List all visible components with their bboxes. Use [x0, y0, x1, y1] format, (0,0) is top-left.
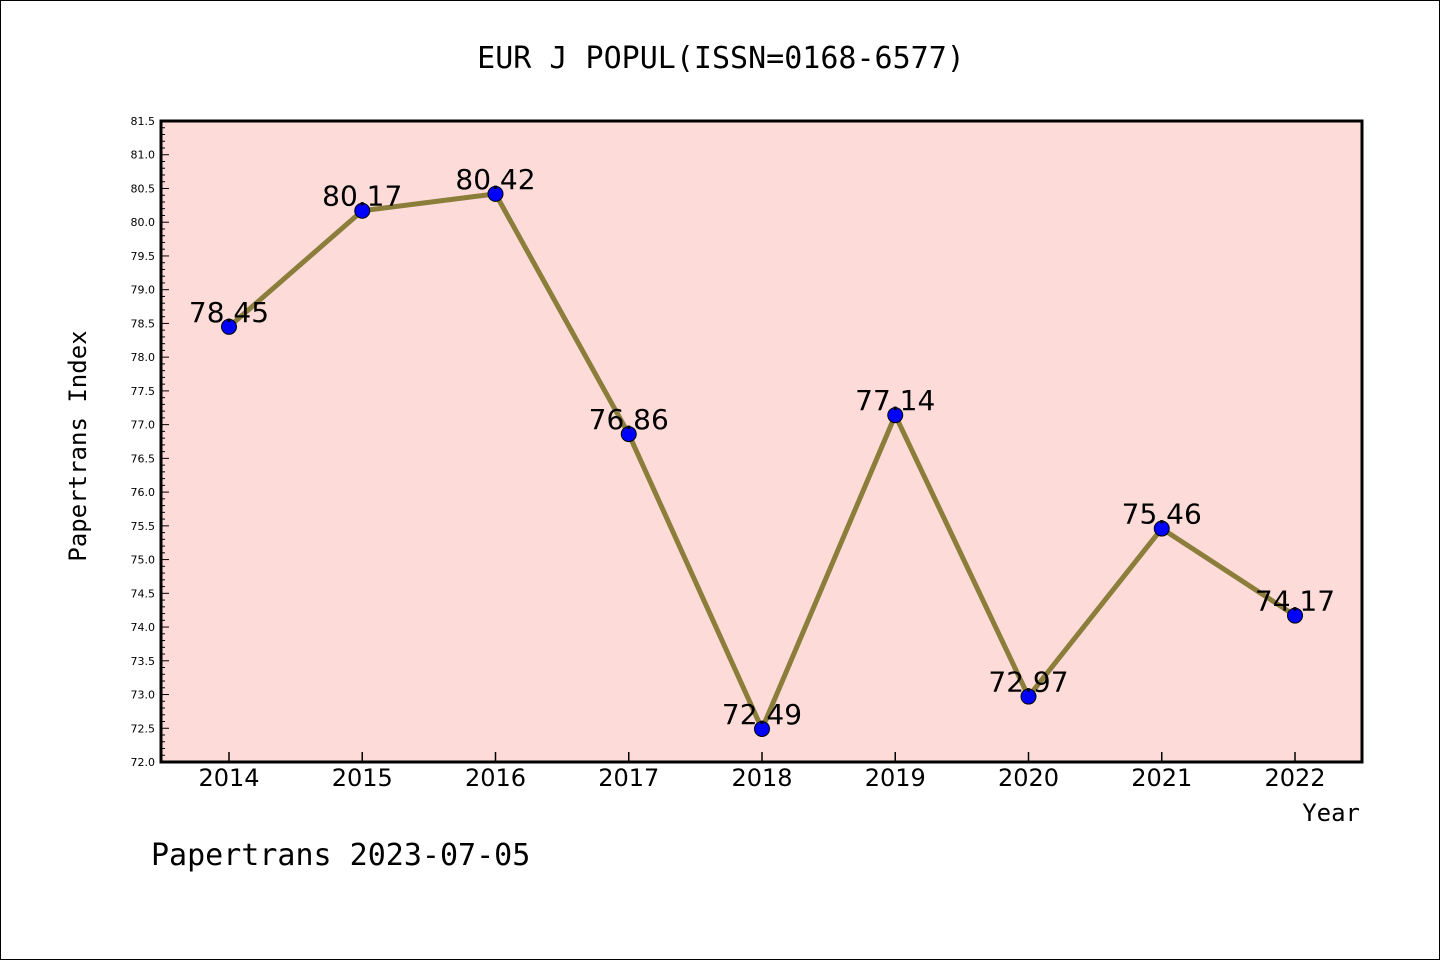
y-tick-label: 76.5 — [131, 452, 156, 465]
y-tick-label: 75.5 — [131, 520, 156, 533]
y-tick-label: 79.0 — [131, 284, 156, 297]
y-tick-label: 76.0 — [131, 486, 156, 499]
data-label: 74.17 — [1255, 585, 1335, 618]
y-tick-label: 74.5 — [131, 587, 156, 600]
data-point — [354, 202, 371, 219]
data-label: 80.42 — [455, 163, 535, 196]
data-label: 72.97 — [988, 666, 1068, 699]
data-label: 75.46 — [1122, 498, 1202, 531]
data-point — [1020, 688, 1037, 705]
data-label: 80.17 — [322, 180, 402, 213]
data-label: 77.14 — [855, 384, 935, 417]
x-tick-label: 2018 — [731, 764, 792, 792]
data-label: 72.49 — [722, 698, 802, 731]
footer-text: Papertrans 2023-07-05 — [151, 838, 530, 873]
y-tick-label: 72.0 — [131, 756, 156, 769]
x-tick-label: 2020 — [998, 764, 1059, 792]
y-axis-ticks: 72.0 72.5 73.0 73.5 74.0 74.5 75.0 75.5 76.0 76.5… — [131, 115, 169, 769]
data-point — [620, 426, 637, 443]
y-tick-label: 78.5 — [131, 317, 156, 330]
data-point — [221, 318, 237, 335]
chart-title: EUR J POPUL(ISSN=0168-6577) — [477, 41, 965, 76]
y-tick-label: 75.0 — [131, 554, 156, 567]
x-tick-label: 2022 — [1264, 764, 1325, 792]
x-axis-ticks: 2014 2015 2016 2017 2018 2019 2020 2021 2022 — [198, 752, 1326, 792]
y-tick-label: 80.0 — [131, 216, 156, 229]
y-tick-label: 72.5 — [131, 722, 156, 735]
y-tick-label: 74.0 — [131, 621, 156, 634]
y-tick-label: 77.5 — [131, 385, 156, 398]
x-tick-label: 2016 — [465, 764, 526, 792]
data-point — [487, 185, 504, 202]
y-tick-label: 81.0 — [131, 149, 156, 162]
x-axis-label: Year — [1302, 799, 1360, 827]
y-tick-label: 78.0 — [131, 351, 156, 364]
y-tick-label: 81.5 — [131, 115, 156, 128]
y-tick-label: 77.0 — [131, 419, 156, 432]
y-tick-label: 79.5 — [131, 250, 156, 263]
y-axis-label: Papertrans Index — [64, 330, 92, 561]
x-tick-label: 2017 — [598, 764, 659, 792]
x-tick-label: 2021 — [1131, 764, 1192, 792]
y-tick-label: 73.5 — [131, 655, 156, 668]
x-tick-label: 2019 — [865, 764, 926, 792]
data-labels-layer: 78.45 80.17 80.42 76.86 72.49 77.14 72.97 75.46… — [189, 163, 1335, 731]
data-point — [887, 407, 904, 424]
data-point — [1153, 520, 1170, 537]
data-point — [1287, 607, 1303, 624]
y-tick-label: 73.0 — [131, 689, 156, 702]
plot-area — [159, 119, 1364, 764]
series-layer — [221, 185, 1303, 737]
data-point — [754, 720, 770, 737]
y-tick-label: 80.5 — [131, 182, 156, 195]
data-label: 78.45 — [189, 296, 269, 329]
x-tick-label: 2014 — [198, 764, 259, 792]
x-tick-label: 2015 — [332, 764, 393, 792]
data-label: 76.86 — [589, 403, 669, 436]
